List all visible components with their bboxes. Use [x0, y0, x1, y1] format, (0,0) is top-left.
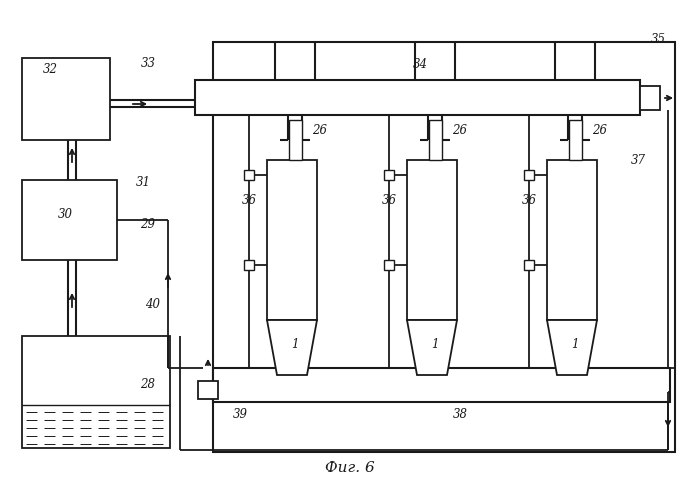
Text: 38: 38	[452, 409, 468, 421]
Bar	[244, 260, 254, 270]
Text: 26: 26	[452, 123, 468, 137]
Text: 1: 1	[291, 339, 299, 351]
Bar	[524, 170, 534, 180]
Text: 32: 32	[43, 64, 57, 76]
Text: 36: 36	[382, 194, 396, 206]
Bar	[429, 120, 442, 160]
Text: 30: 30	[57, 209, 73, 221]
Bar	[569, 120, 582, 160]
Polygon shape	[547, 320, 597, 375]
Bar	[640, 86, 660, 110]
Polygon shape	[267, 320, 317, 375]
Text: 36: 36	[241, 194, 256, 206]
Bar	[22, 336, 170, 448]
Text: 40: 40	[146, 298, 160, 312]
Bar	[524, 260, 534, 270]
Bar	[22, 58, 110, 140]
Text: 31: 31	[136, 176, 150, 190]
Text: Фиг. 6: Фиг. 6	[325, 461, 375, 475]
Bar	[384, 170, 394, 180]
Text: 35: 35	[650, 33, 666, 47]
Text: 36: 36	[522, 194, 536, 206]
Text: 26: 26	[312, 123, 328, 137]
Text: 33: 33	[141, 57, 155, 71]
Text: 37: 37	[631, 153, 645, 167]
Bar	[198, 381, 218, 399]
Bar	[244, 170, 254, 180]
Text: 28: 28	[141, 378, 155, 392]
Text: 26: 26	[592, 123, 608, 137]
Bar	[213, 368, 670, 402]
Bar	[213, 42, 675, 452]
Bar	[267, 160, 317, 320]
Text: 1: 1	[431, 339, 439, 351]
Text: 34: 34	[412, 58, 428, 72]
Text: 1: 1	[571, 339, 579, 351]
Bar	[407, 160, 457, 320]
Polygon shape	[407, 320, 457, 375]
Bar	[289, 120, 302, 160]
Text: 39: 39	[232, 409, 248, 421]
Bar	[195, 80, 640, 115]
Bar	[547, 160, 597, 320]
Bar	[22, 180, 117, 260]
Text: 29: 29	[141, 219, 155, 231]
Bar	[384, 260, 394, 270]
